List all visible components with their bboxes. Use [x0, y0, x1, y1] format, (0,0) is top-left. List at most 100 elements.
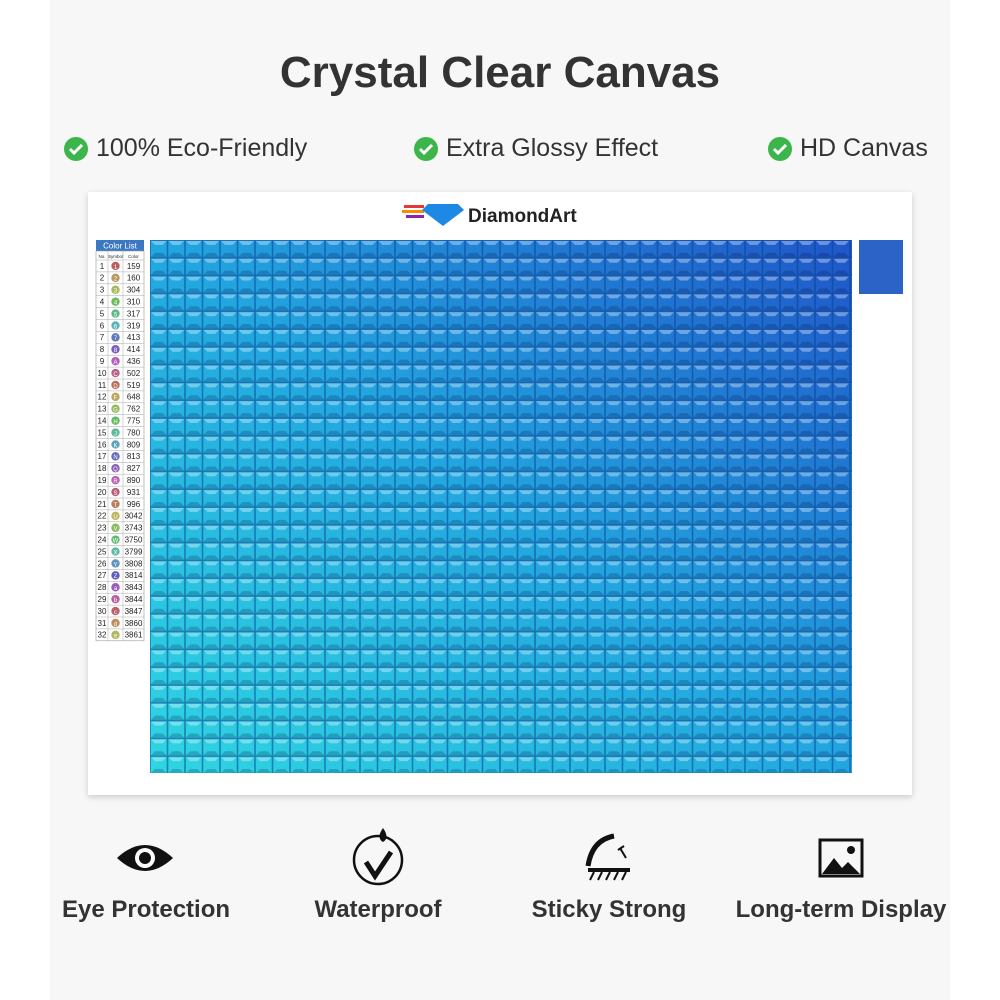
color-list-cell: 160 [127, 274, 141, 283]
color-list-cell: 32 [98, 631, 107, 640]
color-list-cell: 3843 [125, 583, 143, 592]
color-list-cell: 317 [127, 309, 141, 318]
color-list-cell: 3847 [125, 607, 143, 616]
sticky-icon [585, 833, 630, 881]
feature: Extra Glossy Effect [414, 134, 658, 163]
color-list-cell: a [114, 586, 118, 592]
symbol-bead [111, 618, 120, 628]
symbol-bead [111, 440, 120, 449]
color-list-cell: 762 [127, 405, 141, 414]
symbol-bead [111, 452, 120, 461]
feature-text: 100% Eco-Friendly [96, 134, 308, 162]
color-list-border [95, 250, 145, 642]
check-icon [64, 136, 88, 161]
symbol-bead [111, 356, 120, 366]
column-header: No. [98, 254, 105, 259]
symbol-bead [111, 583, 120, 592]
symbol-bead [111, 333, 120, 342]
symbol-bead [111, 273, 120, 283]
color-list-cell: 27 [98, 571, 107, 580]
color-list-cell: 304 [127, 286, 141, 295]
color-list-cell: 30 [98, 607, 107, 616]
symbol-bead [111, 428, 120, 437]
color-list-cell: 996 [127, 500, 141, 509]
color-list-cell: 1 [114, 265, 118, 271]
feature-text: Extra Glossy Effect [446, 134, 659, 162]
color-list-cell: 8 [100, 345, 105, 354]
color-list-cell: 19 [98, 476, 107, 485]
color-list-cell: 3814 [125, 571, 143, 580]
color-list-cell: 414 [127, 345, 141, 354]
color-list-cell: 413 [127, 333, 141, 342]
color-list-cell: A [113, 360, 117, 366]
color-list-cell: 3808 [125, 559, 143, 568]
symbol-bead [111, 535, 120, 544]
color-list-cell: 13 [98, 405, 107, 414]
color-list-cell: 7 [100, 333, 105, 342]
color-list-cell: 17 [98, 452, 107, 461]
color-list-cell: 23 [98, 524, 107, 533]
column-header: Symbol [108, 254, 123, 259]
symbol-bead [111, 606, 120, 616]
symbol-bead [111, 523, 120, 532]
color-list-cell: 827 [127, 464, 141, 473]
color-list-cell: 14 [98, 417, 107, 426]
color-list-cell: 22 [98, 512, 107, 521]
symbol-bead [111, 309, 120, 318]
feature-text: HD Canvas [800, 134, 928, 162]
color-list-cell: Q [113, 467, 118, 473]
color-list-cell: 15 [98, 428, 107, 437]
symbol-bead [111, 475, 120, 485]
color-list-cell: 5 [100, 309, 105, 318]
color-list-cell: 9 [100, 357, 105, 366]
benefit: Waterproof [314, 896, 442, 923]
color-list-cell: 780 [127, 428, 141, 437]
benefit: Eye Protection [61, 896, 231, 923]
color-list-cell: C [113, 372, 118, 378]
color-list-cell: H [113, 420, 117, 426]
color-list-cell: 436 [127, 357, 141, 366]
color-list-cell: c [114, 610, 117, 616]
symbol-bead [111, 630, 120, 640]
color-list-cell: 809 [127, 440, 141, 449]
color-list-cell: 4 [100, 298, 105, 307]
color-list-cell: 16 [98, 440, 107, 449]
color-list-cell: 931 [127, 488, 141, 497]
symbol-bead [111, 571, 120, 580]
color-list-cell: 3 [114, 289, 118, 295]
color-list-cell: 3844 [125, 595, 143, 604]
color-list-cell: Z [114, 574, 118, 580]
symbol-bead [111, 380, 120, 390]
color-list-cell: 20 [98, 488, 107, 497]
color-list-cell: 12 [98, 393, 107, 402]
color-list-cell: U [113, 515, 117, 521]
column-header: Color [128, 254, 139, 259]
color-list-cell: T [114, 503, 118, 509]
color-list-cell: 3799 [125, 547, 143, 556]
canvas-card: DiamondArt Color List No. Symbol Color 1 1 159… [88, 192, 912, 795]
color-list-header-bg [96, 240, 144, 251]
color-list-cell: F [114, 396, 118, 402]
color-list-cell: 31 [98, 619, 107, 628]
color-list-cell: 26 [98, 559, 107, 568]
color-list-title: Color List [103, 242, 138, 251]
symbol-bead [111, 594, 120, 604]
color-list-cell: 11 [98, 381, 107, 390]
color-list-cell: 25 [98, 547, 107, 556]
color-list-cell: 813 [127, 452, 141, 461]
color-list-cell: 3750 [125, 536, 143, 545]
color-list-cell: 648 [127, 393, 141, 402]
symbol-bead [111, 416, 120, 425]
symbol-bead [111, 464, 120, 473]
color-list-cell: 28 [98, 583, 107, 592]
picture-icon [818, 838, 864, 878]
color-list-cell: 502 [127, 369, 141, 378]
symbol-bead [111, 487, 120, 497]
color-list-cell: 8 [114, 348, 118, 354]
canvas-tiles [150, 240, 852, 773]
color-list-cell: D [113, 384, 118, 390]
color-list-cell: 3743 [125, 524, 143, 533]
symbol-bead [111, 368, 120, 378]
